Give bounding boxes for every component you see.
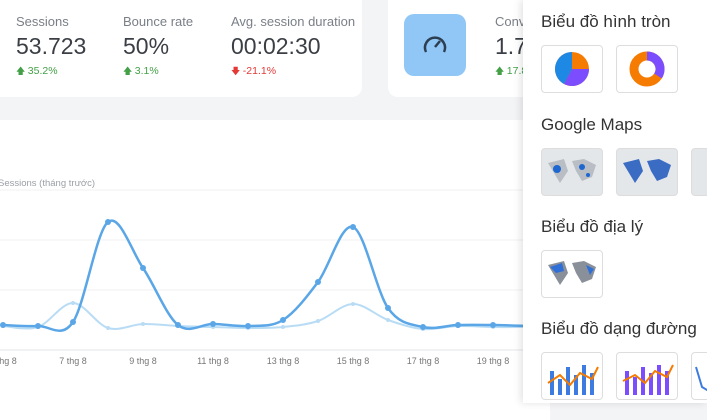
change-text: 3.1% xyxy=(134,65,159,77)
metric-change: 🡅 35.2% xyxy=(16,64,86,80)
data-point xyxy=(490,322,496,328)
section-title: Biểu đồ địa lý xyxy=(541,217,644,236)
section-title: Biểu đồ hình tròn xyxy=(541,12,671,31)
line-bar-thumb[interactable] xyxy=(616,352,678,400)
geo-thumb[interactable] xyxy=(541,250,603,298)
metric: Avg. session duration 00:02:30 🡇 -21.1% xyxy=(231,14,355,80)
data-point xyxy=(105,219,111,225)
data-point xyxy=(280,317,286,323)
data-point xyxy=(71,301,75,305)
x-tick-label: 9 thg 8 xyxy=(129,356,157,366)
data-point xyxy=(281,325,285,329)
data-point xyxy=(315,279,321,285)
x-tick-label: 7 thg 8 xyxy=(59,356,87,366)
trend-arrow: 🡅 xyxy=(123,66,135,76)
x-tick-label: 17 thg 8 xyxy=(407,356,440,366)
data-point xyxy=(245,323,251,329)
data-point xyxy=(0,322,6,328)
chart: Sessions (tháng trước) 5 thg 8 7 thg 8 9 t… xyxy=(0,178,523,366)
section-title: Biểu đồ dạng đường xyxy=(541,319,697,338)
data-point xyxy=(386,318,390,322)
metric-value: 00:02:30 xyxy=(231,33,321,59)
line-bar-thumb[interactable] xyxy=(541,352,603,400)
series-line xyxy=(2,219,523,332)
x-tick-label: 15 thg 8 xyxy=(337,356,370,366)
data-point xyxy=(351,302,355,306)
data-point xyxy=(70,319,76,325)
data-point xyxy=(175,322,181,328)
data-point xyxy=(385,305,391,311)
map-thumb[interactable] xyxy=(691,148,707,196)
metric-change: 🡅 3.1% xyxy=(123,64,193,80)
data-point xyxy=(210,321,216,327)
data-point xyxy=(35,323,41,329)
gauge-glyph xyxy=(423,36,447,53)
metric: Sessions 53.723 🡅 35.2% xyxy=(16,14,86,80)
metric-label: Bounce rate xyxy=(123,14,194,29)
trend-arrow: 🡅 xyxy=(16,66,28,76)
metric-value: 50% xyxy=(123,33,170,59)
pie-thumb[interactable] xyxy=(541,45,603,93)
change-text: 35.2% xyxy=(27,65,58,77)
data-point xyxy=(455,322,461,328)
metric-value: 53.723 xyxy=(16,33,87,59)
x-tick-label: 11 thg 8 xyxy=(197,356,229,366)
chart-type-panel: Biểu đồ hình tròn Google Maps Biểu đồ đị… xyxy=(523,0,707,403)
x-tick-label: 19 thg 8 xyxy=(477,356,510,366)
legend-label: Sessions (tháng trước) xyxy=(0,178,95,189)
data-point xyxy=(420,324,426,330)
map-thumb[interactable] xyxy=(541,148,603,196)
metric: Bounce rate 50% 🡅 3.1% xyxy=(123,14,193,80)
x-tick-label: 5 thg 8 xyxy=(0,356,17,366)
data-point xyxy=(316,319,320,323)
metrics-card xyxy=(0,0,362,97)
data-point xyxy=(140,265,146,271)
trend-arrow: 🡇 xyxy=(231,66,243,76)
data-point xyxy=(350,224,356,230)
map-thumb[interactable] xyxy=(616,148,678,196)
data-point xyxy=(141,322,145,326)
metric-label: Avg. session duration xyxy=(231,14,356,29)
trend-arrow: 🡅 xyxy=(495,66,507,76)
change-text: -21.1% xyxy=(242,65,277,77)
x-tick-label: 13 thg 8 xyxy=(267,356,300,366)
metric-label: Sessions xyxy=(16,14,69,29)
line-thumb[interactable] xyxy=(691,352,707,400)
data-point xyxy=(106,326,110,330)
metric-change: 🡇 -21.1% xyxy=(231,64,355,80)
section-title: Google Maps xyxy=(541,115,643,134)
donut-thumb[interactable] xyxy=(616,45,678,93)
chart-card xyxy=(0,120,550,420)
gauge-icon xyxy=(404,14,466,76)
metric-value: 1.7 xyxy=(495,33,527,59)
